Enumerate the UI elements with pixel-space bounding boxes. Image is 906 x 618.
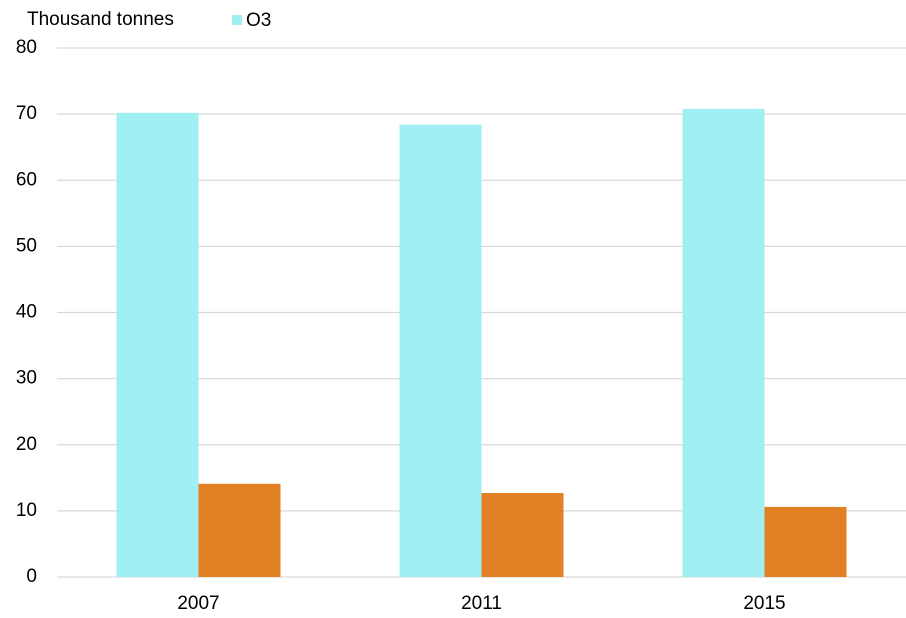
y-tick-label: 0 bbox=[26, 566, 37, 587]
bar bbox=[116, 112, 199, 578]
x-tick-label: 2007 bbox=[177, 593, 219, 614]
bar bbox=[198, 483, 281, 577]
legend-label: O3 bbox=[246, 10, 271, 31]
y-axis-label: Thousand tonnes bbox=[27, 9, 174, 30]
y-tick-label: 20 bbox=[16, 434, 37, 455]
y-tick-label: 40 bbox=[16, 302, 37, 323]
legend-swatch bbox=[232, 15, 242, 25]
y-tick-label: 50 bbox=[16, 235, 37, 256]
y-tick-label: 30 bbox=[16, 368, 37, 389]
bar bbox=[682, 108, 765, 578]
bar bbox=[481, 493, 564, 577]
y-tick-label: 10 bbox=[16, 500, 37, 521]
y-tick-label: 80 bbox=[16, 37, 37, 58]
bar bbox=[764, 506, 847, 577]
x-tick-label: 2011 bbox=[461, 593, 502, 614]
y-tick-label: 70 bbox=[16, 103, 37, 124]
bar bbox=[399, 124, 482, 577]
x-tick-label: 2015 bbox=[743, 593, 785, 614]
y-tick-label: 60 bbox=[16, 169, 37, 190]
